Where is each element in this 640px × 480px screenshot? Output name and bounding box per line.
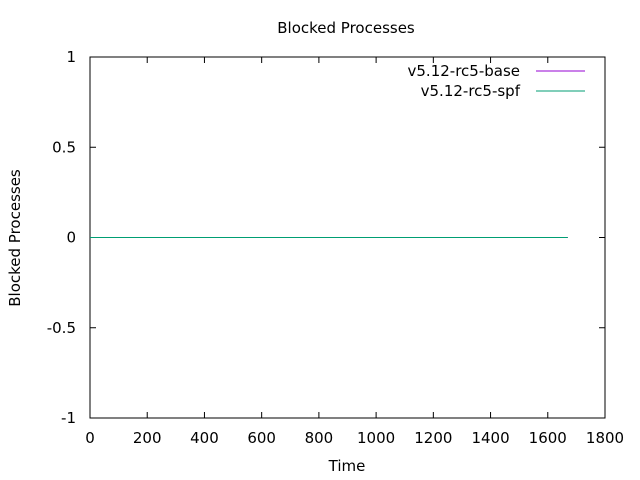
y-tick-label: 0 (66, 229, 76, 247)
x-tick-label: 1400 (471, 429, 509, 447)
x-tick-label: 600 (247, 429, 276, 447)
y-tick-label: -0.5 (47, 319, 76, 337)
y-axis-label: Blocked Processes (6, 169, 24, 307)
x-tick-label: 800 (305, 429, 334, 447)
x-tick-label: 1800 (586, 429, 624, 447)
x-axis: 0 200 400 600 800 1000 1200 1400 1600 1800 (85, 57, 624, 447)
y-tick-label: 0.5 (52, 138, 76, 156)
x-tick-label: 0 (85, 429, 95, 447)
legend-label: v5.12-rc5-spf (421, 82, 521, 100)
x-axis-label: Time (328, 457, 366, 475)
y-tick-label: -1 (61, 409, 76, 427)
x-tick-label: 1000 (357, 429, 395, 447)
chart-title: Blocked Processes (277, 19, 415, 37)
x-tick-label: 200 (133, 429, 162, 447)
y-axis: 1 0.5 0 -0.5 -1 (47, 48, 605, 427)
x-tick-label: 1600 (529, 429, 567, 447)
x-tick-label: 400 (190, 429, 219, 447)
legend-label: v5.12-rc5-base (408, 62, 521, 80)
legend: v5.12-rc5-base v5.12-rc5-spf (408, 62, 585, 100)
x-tick-label: 1200 (414, 429, 452, 447)
y-tick-label: 1 (66, 48, 76, 66)
